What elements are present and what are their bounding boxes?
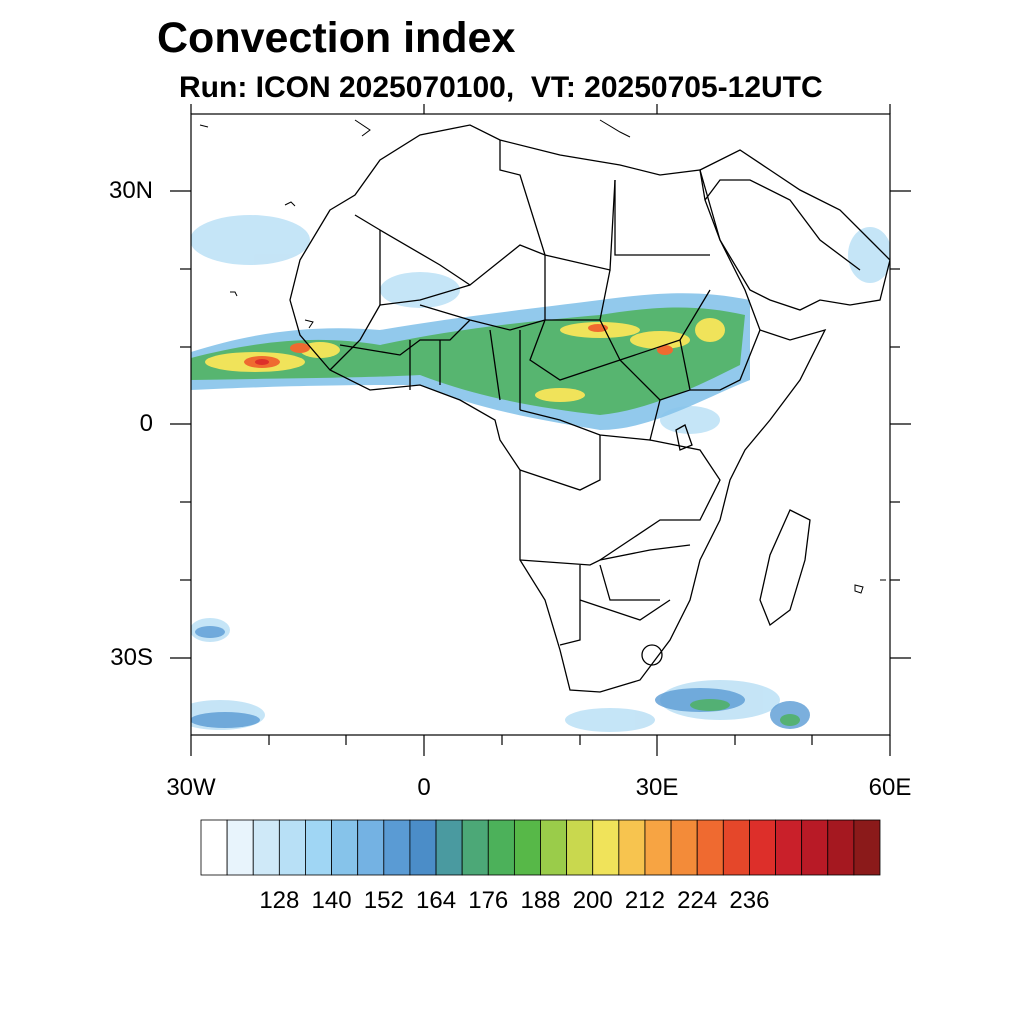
x-tick-label-30w: 30W <box>166 774 216 801</box>
x-tick-label-60e: 60E <box>868 774 912 801</box>
colorbar-swatch <box>801 819 829 876</box>
colorbar-swatch <box>305 819 332 876</box>
convection-field <box>191 119 890 732</box>
plot-frame <box>190 113 891 736</box>
colorbar-swatch <box>618 819 646 876</box>
colorbar-swatch <box>461 819 489 876</box>
colorbar-label: 200 <box>572 887 613 914</box>
colorbar-label: 224 <box>677 887 718 914</box>
colorbar-swatch <box>696 819 724 876</box>
colorbar-swatch <box>513 819 541 876</box>
colorbar-swatch <box>435 819 463 876</box>
colorbar-swatch <box>644 819 672 876</box>
colorbar-swatch <box>278 819 306 876</box>
colorbar <box>200 819 881 876</box>
colorbar-label: 164 <box>416 887 457 914</box>
colorbar-swatch <box>252 819 280 876</box>
colorbar-swatch <box>592 819 620 876</box>
axis-ticks <box>170 104 911 756</box>
chart-subtitle: Run: ICON 2025070100, VT: 20250705-12UTC <box>179 71 823 104</box>
colorbar-swatch <box>827 819 855 876</box>
colorbar-label: 128 <box>259 887 300 914</box>
colorbar-swatch <box>540 819 568 876</box>
colorbar-swatch <box>722 819 750 876</box>
colorbar-swatch <box>226 819 254 876</box>
y-tick-label-0: 0 <box>139 410 153 437</box>
colorbar-label: 152 <box>363 887 404 914</box>
colorbar-label: 212 <box>624 887 665 914</box>
colorbar-swatch <box>670 819 698 876</box>
y-tick-label-30n: 30N <box>108 177 153 204</box>
coastlines <box>289 124 890 693</box>
x-tick-label-0: 0 <box>417 774 431 801</box>
colorbar-swatch <box>749 819 776 876</box>
colorbar-swatch <box>383 819 411 876</box>
colorbar-swatch <box>566 819 594 876</box>
y-tick-label-30s: 30S <box>110 644 153 671</box>
x-tick-label-30e: 30E <box>635 774 679 801</box>
colorbar-label: 140 <box>311 887 352 914</box>
colorbar-swatch <box>775 819 803 876</box>
colorbar-swatch <box>200 819 228 876</box>
colorbar-swatch <box>487 819 515 876</box>
colorbar-label: 188 <box>520 887 561 914</box>
colorbar-swatch <box>853 819 881 876</box>
colorbar-label: 176 <box>468 887 509 914</box>
colorbar-swatch <box>357 819 385 876</box>
colorbar-swatch <box>331 819 359 876</box>
colorbar-swatch <box>409 819 437 876</box>
chart-title: Convection index <box>157 14 516 62</box>
colorbar-label: 236 <box>729 887 770 914</box>
